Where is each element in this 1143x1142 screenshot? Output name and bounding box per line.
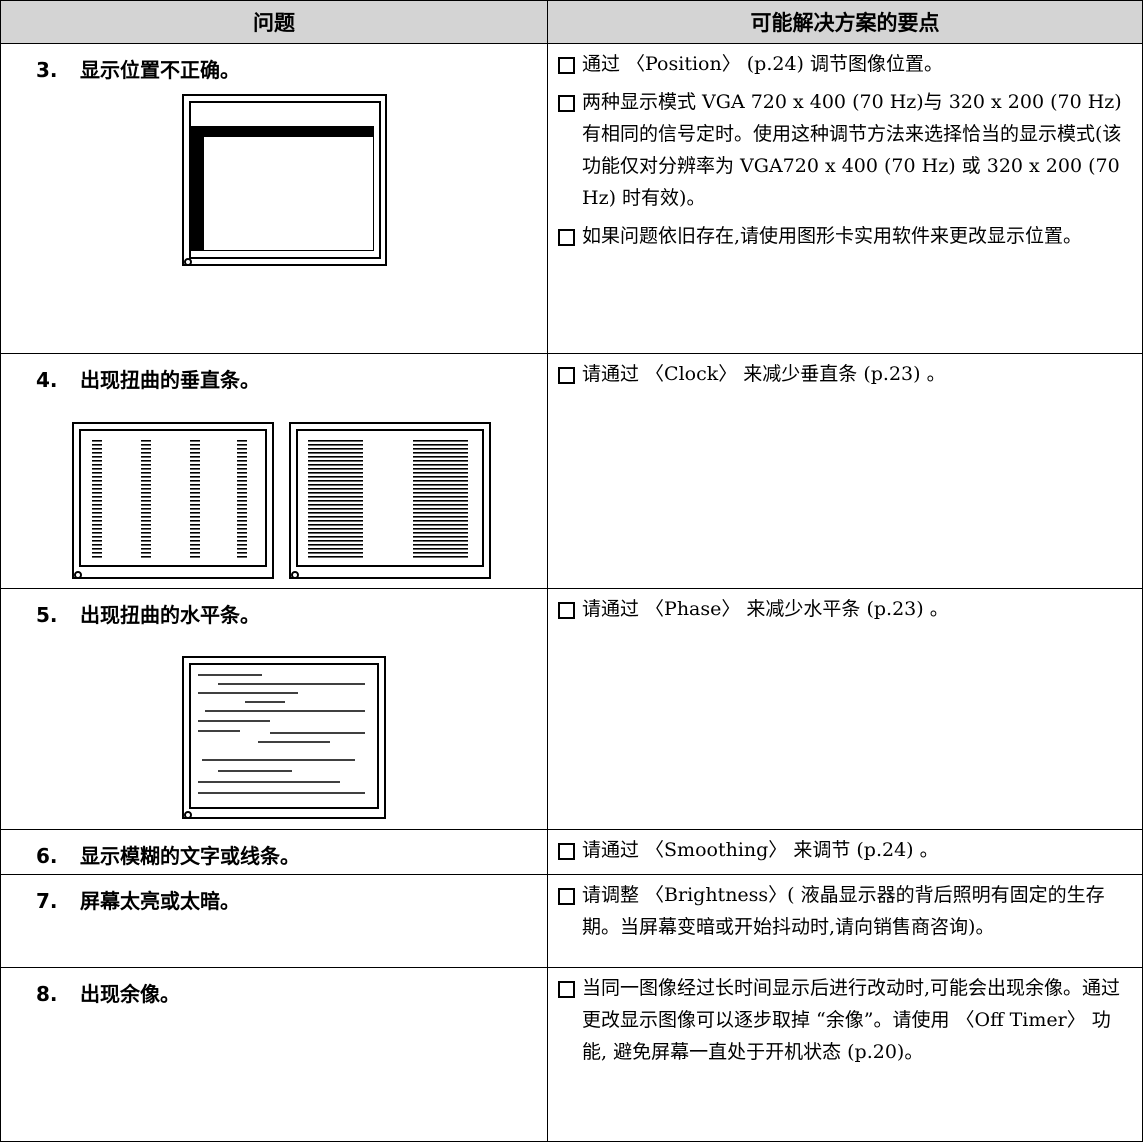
solution-item: 通过 〈Position〉 (p.24) 调节图像位置。 xyxy=(558,48,1134,80)
problem-number: 4. xyxy=(36,368,58,392)
problem-title: 出现余像。 xyxy=(80,982,180,1006)
solution-item: 请通过 〈Clock〉 来减少垂直条 (p.23) 。 xyxy=(558,358,1134,390)
problem-title: 显示模糊的文字或线条。 xyxy=(80,844,300,868)
problem-number: 3. xyxy=(36,58,58,82)
solution-item: 请通过 〈Smoothing〉 来调节 (p.24) 。 xyxy=(558,834,1134,866)
problem-cell: 6. 显示模糊的文字或线条。 xyxy=(0,829,548,875)
solution-item: 两种显示模式 VGA 720 x 400 (70 Hz)与 320 x 200 … xyxy=(558,86,1134,214)
solution-item: 请通过 〈Phase〉 来减少水平条 (p.23) 。 xyxy=(558,593,1134,625)
table-row: 4. 出现扭曲的垂直条。 请通过 〈Clock〉 来减少垂直条 (p.23) 。 xyxy=(0,353,1143,589)
solution-item: 当同一图像经过长时间显示后进行改动时,可能会出现余像。通过更改显示图像可以逐步取… xyxy=(558,972,1134,1068)
solution-cell: 请调整 〈Brightness〉( 液晶显示器的背后照明有固定的生存期。当屏幕变… xyxy=(547,874,1143,968)
problem-number: 7. xyxy=(36,889,58,913)
problem-number: 5. xyxy=(36,603,58,627)
table-row: 6. 显示模糊的文字或线条。 请通过 〈Smoothing〉 来调节 (p.24) … xyxy=(0,829,1143,875)
header-cell: 可能解决方案的要点 xyxy=(547,0,1143,44)
problem-cell: 4. 出现扭曲的垂直条。 xyxy=(0,353,548,589)
table-row: 5. 出现扭曲的水平条。 请通过 〈Phase〉 来减少水平条 (p.23) 。 xyxy=(0,588,1143,830)
table-row: 8. 出现余像。 当同一图像经过长时间显示后进行改动时,可能会出现余像。通过更改显示… xyxy=(0,967,1143,1142)
solution-item: 如果问题依旧存在,请使用图形卡实用软件来更改显示位置。 xyxy=(558,220,1134,252)
solution-cell: 请通过 〈Clock〉 来减少垂直条 (p.23) 。 xyxy=(547,353,1143,589)
solution-item: 请调整 〈Brightness〉( 液晶显示器的背后照明有固定的生存期。当屏幕变… xyxy=(558,879,1134,943)
problem-title: 出现扭曲的垂直条。 xyxy=(80,368,260,392)
table-body: 3. 显示位置不正确。 通过 〈Position〉 (p.24) 调节图像位置。两种… xyxy=(0,43,1143,1142)
problem-title: 显示位置不正确。 xyxy=(80,58,240,82)
table-row: 3. 显示位置不正确。 通过 〈Position〉 (p.24) 调节图像位置。两种… xyxy=(0,43,1143,354)
problem-title: 屏幕太亮或太暗。 xyxy=(80,889,240,913)
problem-cell: 8. 出现余像。 xyxy=(0,967,548,1142)
header-row: 问题 可能解决方案的要点 xyxy=(0,0,1143,44)
solution-cell: 请通过 〈Smoothing〉 来调节 (p.24) 。 xyxy=(547,829,1143,875)
solution-cell: 通过 〈Position〉 (p.24) 调节图像位置。两种显示模式 VGA 7… xyxy=(547,43,1143,354)
problem-cell: 3. 显示位置不正确。 xyxy=(0,43,548,354)
header-cell: 问题 xyxy=(0,0,548,44)
table-row: 7. 屏幕太亮或太暗。 请调整 〈Brightness〉( 液晶显示器的背后照明有固… xyxy=(0,874,1143,968)
problem-title: 出现扭曲的水平条。 xyxy=(80,603,260,627)
solution-cell: 当同一图像经过长时间显示后进行改动时,可能会出现余像。通过更改显示图像可以逐步取… xyxy=(547,967,1143,1142)
problem-cell: 7. 屏幕太亮或太暗。 xyxy=(0,874,548,968)
problem-cell: 5. 出现扭曲的水平条。 xyxy=(0,588,548,830)
solution-cell: 请通过 〈Phase〉 来减少水平条 (p.23) 。 xyxy=(547,588,1143,830)
problem-number: 6. xyxy=(36,844,58,868)
problem-number: 8. xyxy=(36,982,58,1006)
